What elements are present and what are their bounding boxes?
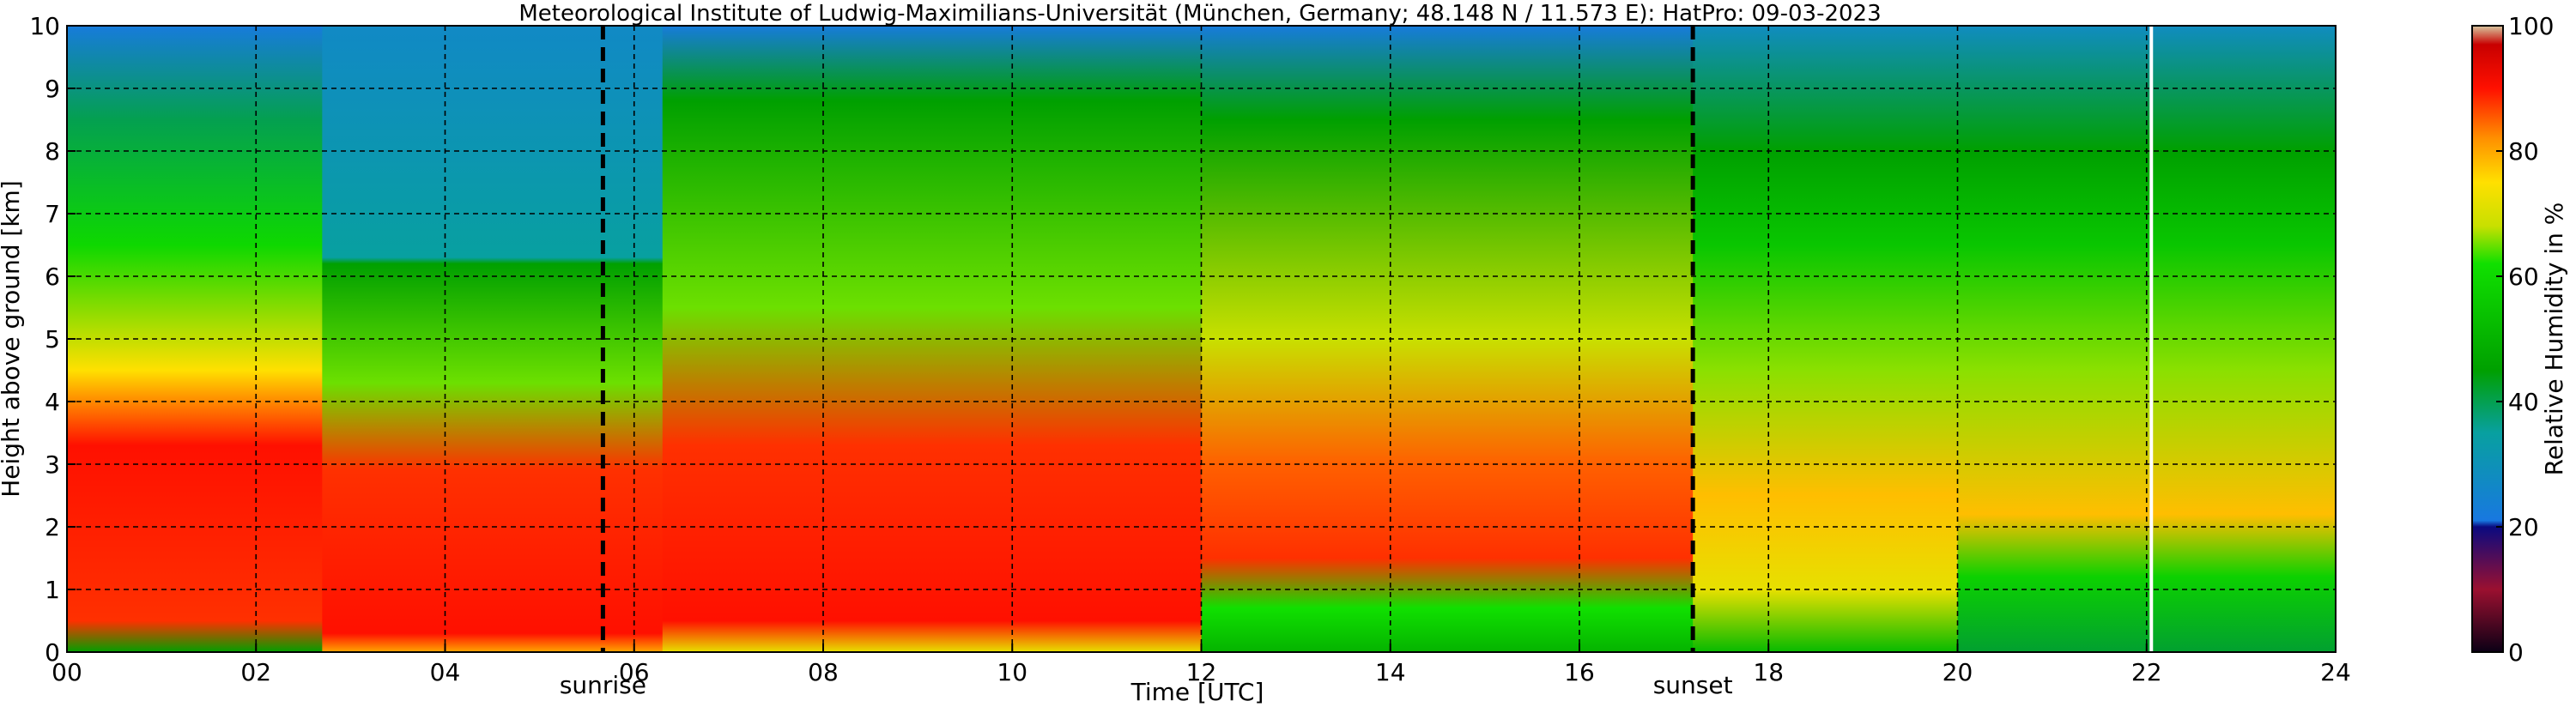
sun-lines: sunrise sunset (560, 26, 1733, 699)
colorbar-tick-label: 20 (2508, 513, 2539, 541)
humidity-band (662, 26, 1202, 652)
x-tick-label: 14 (1375, 658, 1406, 686)
x-tick-label: 10 (997, 658, 1027, 686)
x-tick-label: 20 (1943, 658, 1973, 686)
y-tick-label: 9 (45, 75, 60, 103)
y-axis-ticks: 0 1 2 3 4 5 6 7 8 9 10 (29, 12, 76, 667)
y-tick-label: 2 (45, 513, 60, 541)
colorbar-gradient (2471, 25, 2504, 653)
x-tick-label: 04 (430, 658, 461, 686)
x-tick-label: 24 (2320, 658, 2351, 686)
colorbar-tick-label: 60 (2508, 263, 2539, 291)
y-tick-label: 3 (45, 450, 60, 479)
y-tick-label: 1 (45, 576, 60, 604)
sunset-label: sunset (1653, 671, 1733, 699)
y-tick-label: 5 (45, 325, 60, 354)
colorbar-label: Relative Humidity in % (2540, 202, 2568, 476)
x-tick-label: 16 (1564, 658, 1595, 686)
colorbar: 0 20 40 60 80 100 (2471, 12, 2554, 667)
colorbar-tick-label: 100 (2508, 12, 2554, 40)
y-tick-label: 7 (45, 200, 60, 228)
x-tick-label: 08 (808, 658, 839, 686)
y-axis-label: Height above ground [km] (0, 180, 25, 498)
colorbar-tick-label: 80 (2508, 137, 2539, 166)
y-tick-label: 0 (45, 638, 60, 667)
colorbar-tick-label: 40 (2508, 388, 2539, 416)
x-tick-label: 06 (619, 658, 650, 686)
grid-lines (67, 26, 2336, 652)
colorbar-tick-label: 0 (2508, 638, 2524, 667)
x-axis-label: Time [UTC] (1130, 678, 1264, 706)
x-tick-label: 22 (2131, 658, 2162, 686)
y-tick-label: 8 (45, 137, 60, 166)
x-tick-label: 02 (240, 658, 271, 686)
x-tick-label: 18 (1753, 658, 1784, 686)
y-tick-label: 10 (29, 12, 60, 40)
chart-title: Meteorological Institute of Ludwig-Maxim… (518, 1, 1881, 27)
sunrise-label: sunrise (560, 671, 646, 699)
x-axis-ticks: 00 02 04 06 08 10 12 14 16 18 20 22 24 (52, 644, 2351, 686)
x-tick-label: 12 (1186, 658, 1217, 686)
y-tick-label: 6 (45, 263, 60, 291)
y-tick-label: 4 (45, 388, 60, 416)
x-tick-label: 00 (52, 658, 82, 686)
